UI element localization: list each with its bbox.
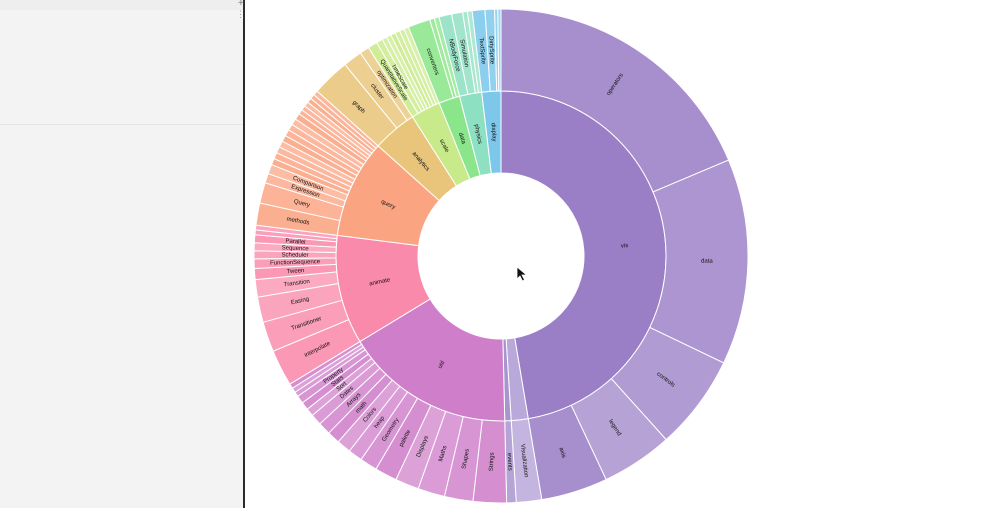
segment-label-physics: physics [473, 124, 483, 145]
segment-label-util: util [437, 360, 446, 370]
segment-label-query: Query [293, 199, 310, 209]
cursor-arrow-icon [516, 266, 528, 287]
sunburst-rings: visoperatorsdatacontrolslegendaxisVisual… [253, 8, 749, 504]
sunburst-svg: visoperatorsdatacontrolslegendaxisVisual… [253, 8, 749, 504]
segment-label-easing: Easing [290, 297, 309, 307]
segment-display-item[interactable] [497, 8, 502, 92]
segment-label-axis: axis [557, 447, 566, 459]
segment-label-functionsequence: FunctionSequence [270, 259, 321, 267]
splitter[interactable] [243, 0, 245, 508]
segment-label-animate: animate [369, 277, 392, 287]
segment-label-data: data [457, 132, 467, 146]
left-panel-header [0, 0, 244, 10]
segment-label-simulation: Simulation [458, 39, 469, 68]
splitter-plus-icon: + [238, 0, 244, 9]
segment-label-dirtysprite: DirtySprite [487, 36, 494, 65]
segment-label-tween: Tween [287, 268, 305, 275]
segment-label-transition: Transition [284, 279, 311, 288]
segment-label-sequence: Sequence [282, 245, 310, 252]
left-panel: ⋮ [0, 0, 245, 508]
segment-label-sort: Sort [336, 381, 349, 393]
segment-label-scheduler: Scheduler [281, 253, 308, 259]
segment-label-display: display [490, 123, 497, 142]
sunburst-center [418, 173, 584, 339]
segment-label-strings: Strings [489, 452, 496, 471]
segment-label-data: data [701, 258, 713, 264]
panel-handle-icon[interactable]: ⋮ [236, 9, 245, 19]
segment-label-visualization: Visualization [519, 444, 529, 478]
segment-label-textsprite: TextSprite [477, 37, 485, 65]
sunburst-chart: vis operators data controls legend axis Visual… [245, 0, 1000, 508]
segment-label-vis: vis [621, 243, 629, 250]
segment-label-shapes: Shapes [461, 448, 470, 469]
segment-label-maths: Maths [438, 445, 448, 462]
left-panel-divider [0, 124, 244, 125]
segment-label-events: events [506, 453, 513, 471]
segment-label-query: query [380, 199, 396, 211]
segment-label-parallel: Parallel [285, 238, 305, 245]
segment-label-methods: methods [286, 217, 310, 227]
